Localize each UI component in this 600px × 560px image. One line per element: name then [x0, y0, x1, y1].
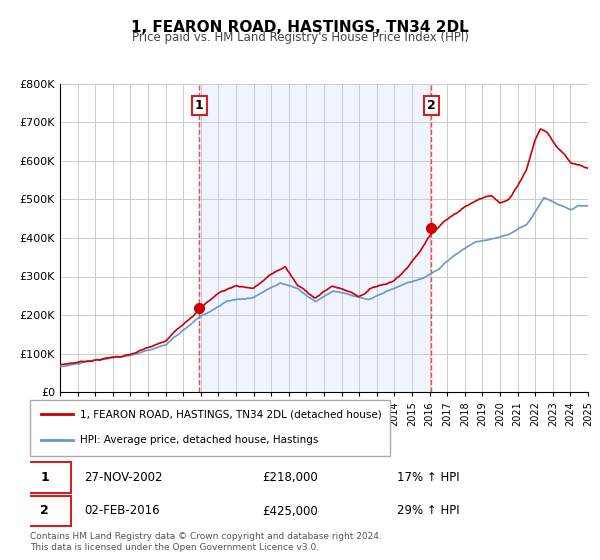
Text: 1: 1 [40, 471, 49, 484]
Text: 27-NOV-2002: 27-NOV-2002 [84, 471, 163, 484]
Text: £425,000: £425,000 [262, 505, 318, 517]
FancyBboxPatch shape [19, 496, 71, 526]
Text: 1: 1 [194, 99, 203, 112]
Text: 1, FEARON ROAD, HASTINGS, TN34 2DL (detached house): 1, FEARON ROAD, HASTINGS, TN34 2DL (deta… [80, 409, 382, 419]
Text: 2: 2 [427, 99, 436, 112]
Bar [199, 84, 431, 392]
Text: 02-FEB-2016: 02-FEB-2016 [84, 505, 160, 517]
FancyBboxPatch shape [19, 462, 71, 493]
FancyBboxPatch shape [30, 400, 390, 456]
Text: 2: 2 [40, 505, 49, 517]
Text: £218,000: £218,000 [262, 471, 318, 484]
Text: This data is licensed under the Open Government Licence v3.0.: This data is licensed under the Open Gov… [30, 543, 319, 552]
Text: 17% ↑ HPI: 17% ↑ HPI [397, 471, 460, 484]
Text: HPI: Average price, detached house, Hastings: HPI: Average price, detached house, Hast… [80, 435, 319, 445]
Text: Contains HM Land Registry data © Crown copyright and database right 2024.: Contains HM Land Registry data © Crown c… [30, 532, 382, 541]
Text: 29% ↑ HPI: 29% ↑ HPI [397, 505, 460, 517]
Text: 1, FEARON ROAD, HASTINGS, TN34 2DL: 1, FEARON ROAD, HASTINGS, TN34 2DL [131, 20, 469, 35]
Text: Price paid vs. HM Land Registry's House Price Index (HPI): Price paid vs. HM Land Registry's House … [131, 31, 469, 44]
